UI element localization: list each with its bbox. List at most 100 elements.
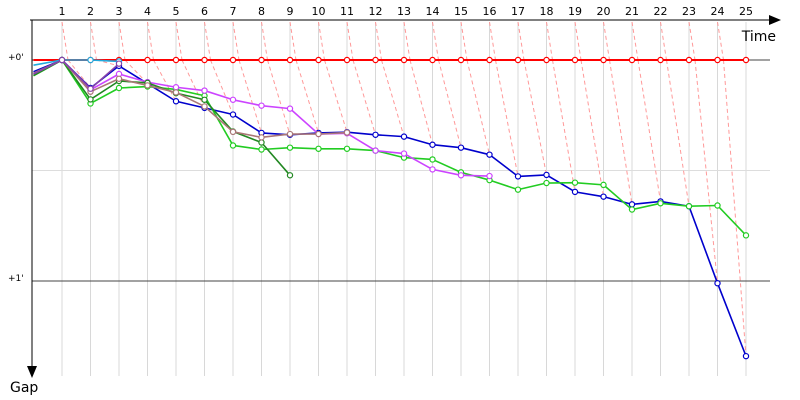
data-point	[286, 172, 294, 179]
data-point	[144, 56, 151, 64]
lap-connector	[660, 21, 667, 61]
lap-connector	[688, 21, 696, 61]
data-point	[600, 56, 607, 64]
data-point	[201, 56, 208, 64]
lap-connector	[723, 59, 747, 357]
lap-connector	[238, 59, 262, 134]
lap-connector	[609, 59, 633, 205]
lap-connector	[523, 59, 547, 176]
x-tick-label: 6	[201, 5, 208, 18]
lap-connector	[118, 21, 126, 61]
data-point	[514, 56, 522, 64]
data-point	[457, 172, 465, 179]
lap-connector	[289, 21, 297, 61]
data-point	[87, 96, 94, 103]
lap-connector	[409, 59, 433, 145]
data-point	[742, 56, 750, 64]
data-point	[343, 56, 351, 64]
data-point	[286, 144, 294, 151]
y-axis-arrow	[27, 366, 37, 378]
lap-connector	[261, 21, 268, 61]
data-point	[372, 131, 379, 138]
x-tick-label: 18	[540, 5, 554, 18]
data-point	[628, 56, 636, 64]
data-point	[571, 56, 579, 64]
data-point	[457, 56, 465, 64]
lap-connector	[204, 21, 211, 61]
lap-connector	[318, 21, 325, 61]
data-point	[514, 186, 522, 193]
data-point	[543, 56, 550, 64]
lap-connector	[580, 59, 604, 197]
lap-connector	[403, 21, 411, 61]
data-point	[571, 188, 579, 196]
data-point	[229, 96, 237, 103]
data-point	[657, 200, 664, 207]
data-point	[600, 181, 607, 189]
lap-connector	[267, 59, 291, 135]
series-line	[33, 59, 747, 236]
lap-connector	[375, 21, 382, 61]
lap-connector	[717, 21, 724, 61]
lap-connector	[466, 59, 490, 155]
data-point	[685, 56, 693, 64]
x-tick-label: 10	[312, 5, 326, 18]
x-tick-label: 7	[230, 5, 237, 18]
lap-connector	[295, 59, 319, 134]
data-point	[172, 84, 180, 91]
x-tick-label: 5	[173, 5, 180, 18]
x-tick-label: 13	[397, 5, 411, 18]
x-tick-label: 15	[454, 5, 468, 18]
y-axis-title: Gap	[10, 380, 38, 396]
data-point	[486, 151, 493, 158]
data-point	[258, 139, 265, 146]
data-point	[429, 56, 436, 64]
x-tick-label: 11	[340, 5, 354, 18]
data-point	[600, 193, 607, 200]
axes	[27, 15, 781, 378]
x-tick-label: 22	[654, 5, 668, 18]
data-point	[201, 96, 208, 103]
x-tick-label: 21	[625, 5, 639, 18]
data-point	[87, 85, 94, 92]
data-point	[144, 82, 151, 89]
data-point	[429, 141, 436, 148]
data-point	[657, 56, 664, 64]
data-point	[229, 128, 237, 136]
data-point	[714, 280, 721, 287]
data-point	[201, 87, 208, 94]
x-tick-label: 16	[483, 5, 497, 18]
lap-connector	[631, 21, 639, 61]
lap-connector	[153, 59, 177, 102]
data-point	[286, 56, 294, 64]
data-point	[115, 75, 123, 82]
grid	[32, 22, 770, 376]
x-axis-title: Time	[741, 29, 776, 45]
lap-connector	[352, 59, 376, 135]
x-tick-labels: 1 2 3 4 5 6 7 8 9 10 11 12 13 14 15 16 17 18 19 20 21 22 23 24 2…	[59, 5, 754, 18]
lap-connector	[574, 21, 582, 61]
data-point	[258, 146, 265, 153]
data-point	[172, 89, 180, 96]
data-point	[172, 98, 180, 105]
lap-connector	[694, 59, 718, 284]
x-tick-label: 25	[739, 5, 753, 18]
y-tick-labels: +0' +1'	[8, 53, 24, 284]
x-tick-label: 17	[511, 5, 525, 18]
x-tick-label: 19	[568, 5, 582, 18]
data-point	[714, 202, 721, 209]
data-point	[714, 56, 721, 64]
x-tick-label: 4	[144, 5, 151, 18]
data-point	[543, 179, 550, 187]
lap-connector	[495, 59, 519, 177]
lap-connector	[432, 21, 439, 61]
x-tick-label: 23	[682, 5, 696, 18]
data-point	[229, 142, 237, 149]
x-tick-label: 9	[287, 5, 294, 18]
data-point	[258, 102, 265, 109]
data-point	[543, 171, 550, 179]
x-tick-label: 1	[59, 5, 66, 18]
data-point	[229, 56, 237, 64]
x-tick-label: 3	[116, 5, 123, 18]
lap-connector	[147, 21, 154, 61]
